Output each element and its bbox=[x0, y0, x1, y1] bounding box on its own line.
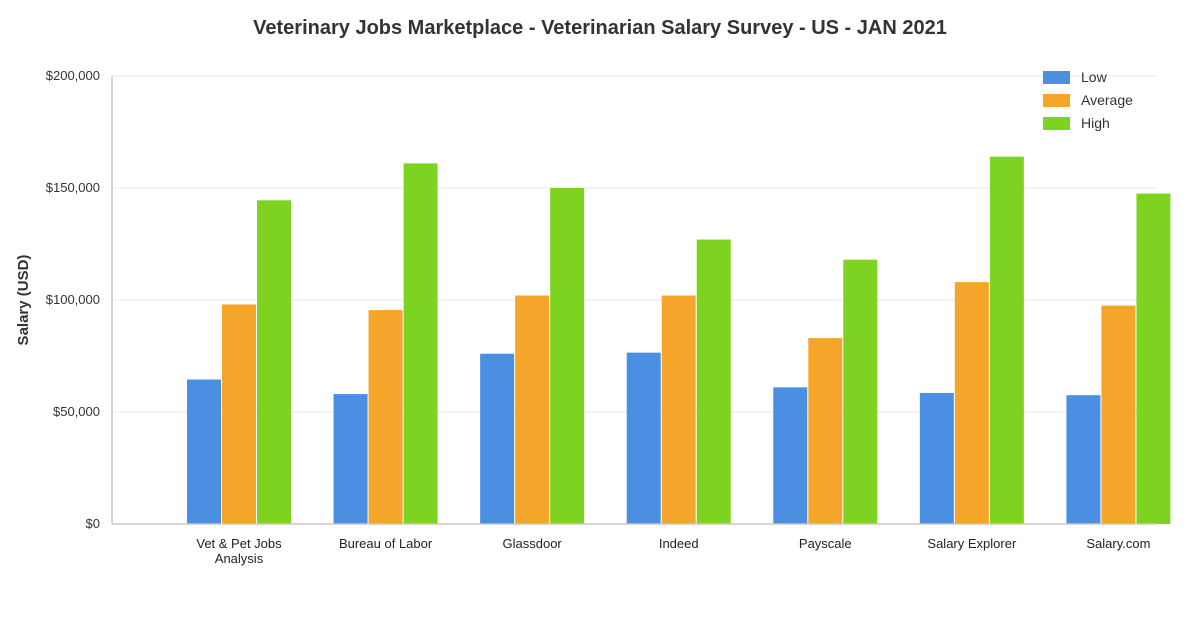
x-tick-label: Salary.com bbox=[1086, 536, 1150, 551]
y-tick-label: $200,000 bbox=[46, 68, 100, 83]
x-tick-label-line: Salary Explorer bbox=[927, 536, 1017, 551]
bar-low bbox=[480, 353, 515, 524]
bar-average bbox=[515, 295, 550, 524]
bar-low bbox=[626, 352, 661, 524]
bar-average bbox=[661, 295, 696, 524]
legend-swatch-average bbox=[1043, 94, 1070, 107]
chart-title: Veterinary Jobs Marketplace - Veterinari… bbox=[253, 17, 947, 39]
bar-average bbox=[808, 338, 843, 524]
x-tick-label-line: Analysis bbox=[215, 551, 264, 566]
y-axis-ticks: $0 $50,000 $100,000 $150,000 $200,000 bbox=[46, 68, 100, 531]
legend: Low Average High bbox=[1043, 69, 1133, 131]
x-tick-label-line: Salary.com bbox=[1086, 536, 1150, 551]
bar-high bbox=[696, 239, 731, 524]
y-tick-label: $150,000 bbox=[46, 180, 100, 195]
bar-high bbox=[989, 156, 1024, 524]
bar-average bbox=[1101, 305, 1136, 524]
y-tick-label: $50,000 bbox=[53, 404, 100, 419]
bar-high bbox=[550, 188, 585, 524]
legend-label-low: Low bbox=[1081, 69, 1108, 85]
bar-low bbox=[187, 379, 221, 524]
bar-high bbox=[1136, 193, 1171, 524]
y-axis-label: Salary (USD) bbox=[15, 255, 32, 346]
bar-high bbox=[843, 259, 878, 524]
bar-low bbox=[773, 387, 808, 524]
x-tick-label: Vet & Pet Jobs Analysis bbox=[196, 536, 282, 566]
x-tick-label-line: Indeed bbox=[659, 536, 699, 551]
legend-swatch-low bbox=[1043, 71, 1070, 84]
x-tick-label: Payscale bbox=[799, 536, 852, 551]
bar-high bbox=[257, 200, 291, 524]
y-tick-label: $0 bbox=[86, 516, 100, 531]
x-tick-label-line: Bureau of Labor bbox=[339, 536, 433, 551]
x-tick-label-line: Vet & Pet Jobs bbox=[196, 536, 282, 551]
legend-swatch-high bbox=[1043, 117, 1070, 130]
legend-label-high: High bbox=[1081, 115, 1110, 131]
x-tick-label: Salary Explorer bbox=[927, 536, 1017, 551]
x-tick-label: Indeed bbox=[659, 536, 699, 551]
x-tick-label: Glassdoor bbox=[503, 536, 563, 551]
x-axis-ticks: Vet & Pet Jobs Analysis Bureau of Labor Gla… bbox=[196, 536, 1150, 566]
x-tick-label-line: Glassdoor bbox=[503, 536, 563, 551]
x-tick-label: Bureau of Labor bbox=[339, 536, 433, 551]
bars bbox=[187, 156, 1171, 525]
bar-average bbox=[954, 282, 989, 524]
x-tick-label-line: Payscale bbox=[799, 536, 852, 551]
bar-low bbox=[1066, 395, 1101, 524]
legend-label-average: Average bbox=[1081, 92, 1133, 108]
bar-low bbox=[919, 392, 954, 524]
bar-average bbox=[368, 310, 403, 524]
bar-average bbox=[222, 304, 256, 524]
bar-high bbox=[403, 163, 438, 525]
y-tick-label: $100,000 bbox=[46, 292, 100, 307]
bar-low bbox=[333, 394, 368, 524]
